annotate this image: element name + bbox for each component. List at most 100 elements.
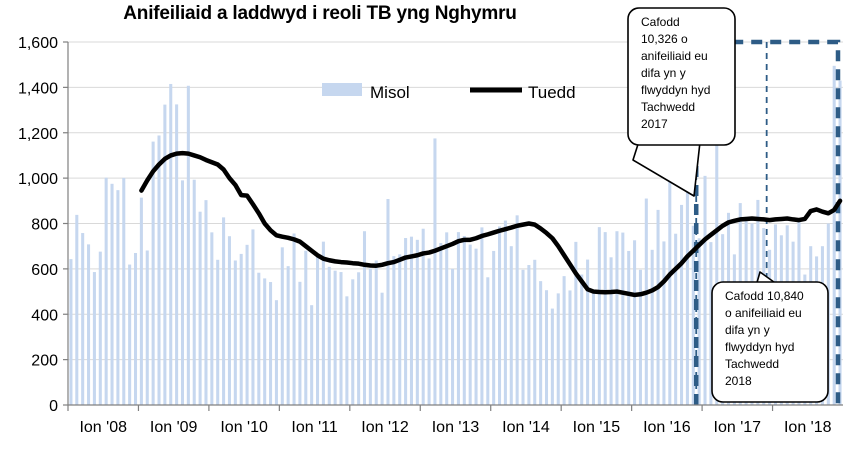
callout-2017-line: flwyddyn hyd <box>641 83 710 97</box>
y-axis-tick-label: 1,400 <box>18 80 58 97</box>
bar <box>251 229 255 405</box>
bar <box>703 175 707 405</box>
bar <box>257 272 261 405</box>
x-axis-tick-label: Ion '11 <box>291 419 337 436</box>
bar <box>539 281 543 405</box>
bar <box>462 235 466 405</box>
bar <box>175 104 179 405</box>
callout-2017-tail <box>632 137 701 197</box>
bar <box>586 259 590 405</box>
callout-2018-line: Tachwedd <box>725 357 779 371</box>
x-axis-tick-label: Ion '13 <box>432 419 480 436</box>
bar <box>122 177 126 405</box>
bar <box>433 138 437 406</box>
bar <box>269 282 273 405</box>
region-2018-box <box>693 39 841 405</box>
callout-2018-line: flwyddyn hyd <box>725 340 794 354</box>
bar <box>685 179 689 405</box>
callout-2017-line: anifeiliaid eu <box>641 49 708 63</box>
bar <box>362 231 367 405</box>
bar <box>498 226 502 405</box>
bar <box>468 244 472 405</box>
bar <box>192 179 196 405</box>
bar <box>280 247 284 405</box>
y-axis-tick-label: 0 <box>49 398 58 415</box>
bar <box>832 65 836 405</box>
bar <box>715 142 719 405</box>
bar <box>697 238 701 405</box>
bar <box>709 242 713 405</box>
callout-2017-line: 10,326 o <box>641 32 688 46</box>
x-axis-tick-label: Ion '14 <box>502 419 550 436</box>
x-axis-tick-label: Ion '10 <box>220 419 268 436</box>
bar <box>98 251 102 405</box>
bar <box>480 227 484 405</box>
callout-annotations: Cafodd 10,326 o anifeiliaid eu difa yn y flw… <box>627 7 829 403</box>
bar <box>339 272 343 405</box>
bar <box>503 220 507 405</box>
bar <box>597 227 601 405</box>
bar <box>691 225 695 405</box>
bar <box>392 256 396 405</box>
bar <box>556 293 560 405</box>
x-axis-tick-label: Ion '15 <box>573 419 621 436</box>
bar <box>263 278 267 405</box>
bar <box>650 249 654 405</box>
callout-2018-line: Cafodd 10,840 <box>725 289 804 303</box>
bar <box>674 233 678 405</box>
bar <box>357 272 361 405</box>
bar <box>527 265 531 405</box>
x-axis-tick-label: Ion '09 <box>150 419 198 436</box>
callout-2018-line: 2018 <box>725 374 752 388</box>
callout-2018-line: difa yn y <box>725 323 770 337</box>
bar <box>81 233 85 405</box>
bar <box>415 239 419 405</box>
bar <box>603 232 607 405</box>
bar <box>222 217 226 405</box>
trend-line <box>139 150 843 298</box>
bar <box>204 200 208 405</box>
bar <box>139 197 143 405</box>
callout-2017-line: Cafodd <box>641 15 680 29</box>
bar <box>169 83 173 405</box>
bar <box>345 296 349 405</box>
callout-2017-bubble <box>627 7 736 146</box>
bar <box>87 244 91 405</box>
bar <box>292 233 296 405</box>
bar <box>104 177 108 405</box>
bar <box>644 198 648 405</box>
x-axis-tick-labels: Ion '08 Ion '09 Ion '10 Ion '11 Ion '12 Ion '… <box>79 419 831 436</box>
bar <box>210 232 214 405</box>
bar <box>409 236 413 405</box>
y-axis-tick-labels: 0 200 400 600 800 1,000 1,200 1,400 1,600 <box>18 35 58 415</box>
bar <box>656 209 660 405</box>
bar <box>298 281 302 405</box>
bar <box>75 214 79 405</box>
bar <box>163 104 167 406</box>
bar <box>580 274 584 405</box>
callout-2017-line: 2017 <box>641 117 668 131</box>
legend-label-tuedd: Tuedd <box>528 83 576 102</box>
bar <box>116 190 120 405</box>
callout-2017-line: Tachwedd <box>641 100 695 114</box>
bar <box>486 277 490 405</box>
bar <box>316 255 320 405</box>
bar <box>591 292 595 405</box>
x-axis-tick-label: Ion '16 <box>643 419 691 436</box>
bar <box>404 238 408 405</box>
bar <box>445 232 449 405</box>
bar <box>216 259 220 405</box>
trend-line-path <box>139 150 843 298</box>
callout-2018: Cafodd 10,840 o anifeiliaid eu difa yn y fl… <box>711 271 829 403</box>
bar <box>374 260 378 405</box>
callout-2017: Cafodd 10,326 o anifeiliaid eu difa yn y flw… <box>627 7 736 197</box>
y-axis-tick-label: 1,200 <box>18 126 58 143</box>
bar <box>286 266 290 405</box>
bar <box>662 241 666 405</box>
bar <box>245 244 249 405</box>
bar <box>509 246 513 405</box>
bar <box>533 259 537 405</box>
bar <box>574 241 578 405</box>
bar <box>128 264 132 405</box>
